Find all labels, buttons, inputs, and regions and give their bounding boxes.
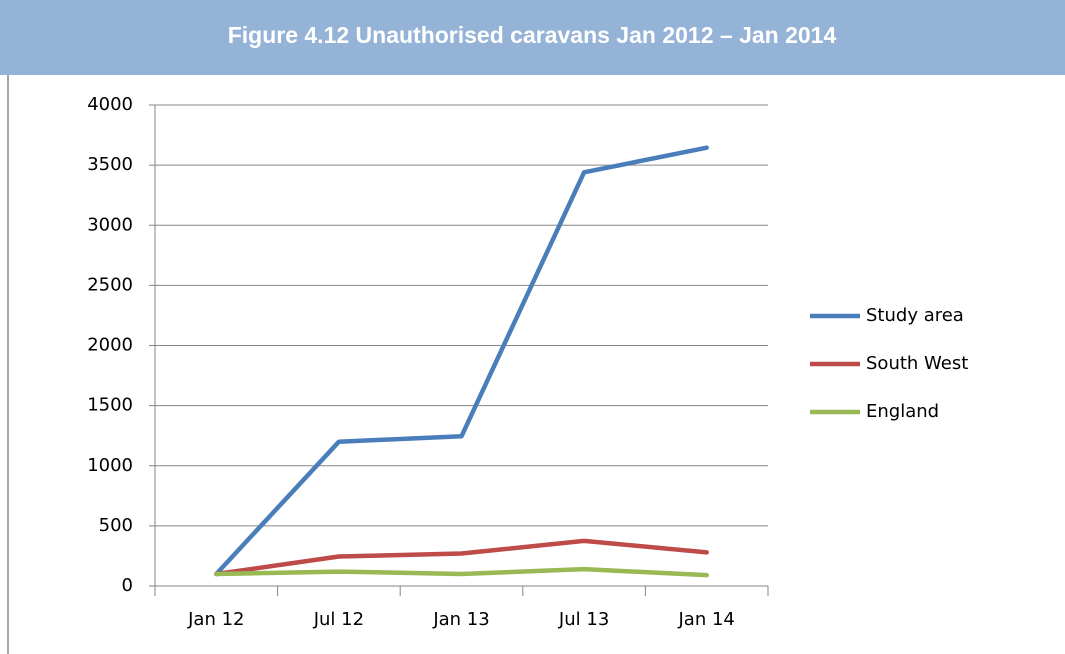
y-tick-label: 1500 (87, 395, 133, 416)
x-tick-label: Jan 12 (187, 609, 244, 630)
series-line (214, 145, 709, 577)
series-line (214, 538, 709, 577)
y-tick-label: 3500 (87, 154, 133, 175)
y-tick-label: 4000 (87, 94, 133, 115)
x-tick-label: Jul 12 (313, 609, 364, 630)
y-tick-label: 3000 (87, 214, 133, 235)
legend-label: Study area (866, 305, 964, 326)
x-tick-label: Jan 13 (432, 609, 489, 630)
y-tick-label: 1000 (87, 455, 133, 476)
chart-title: Figure 4.12 Unauthorised caravans Jan 20… (228, 22, 837, 48)
y-tick-label: 2500 (87, 274, 133, 295)
y-tick-label: 0 (122, 575, 133, 596)
legend-label: England (866, 401, 939, 422)
x-tick-label: Jul 13 (558, 609, 609, 630)
y-tick-label: 2000 (87, 335, 133, 356)
x-tick-label: Jan 14 (678, 609, 735, 630)
y-tick-label: 500 (99, 515, 133, 536)
legend-label: South West (866, 353, 968, 374)
series-line (214, 566, 709, 578)
header-band (0, 0, 1065, 75)
